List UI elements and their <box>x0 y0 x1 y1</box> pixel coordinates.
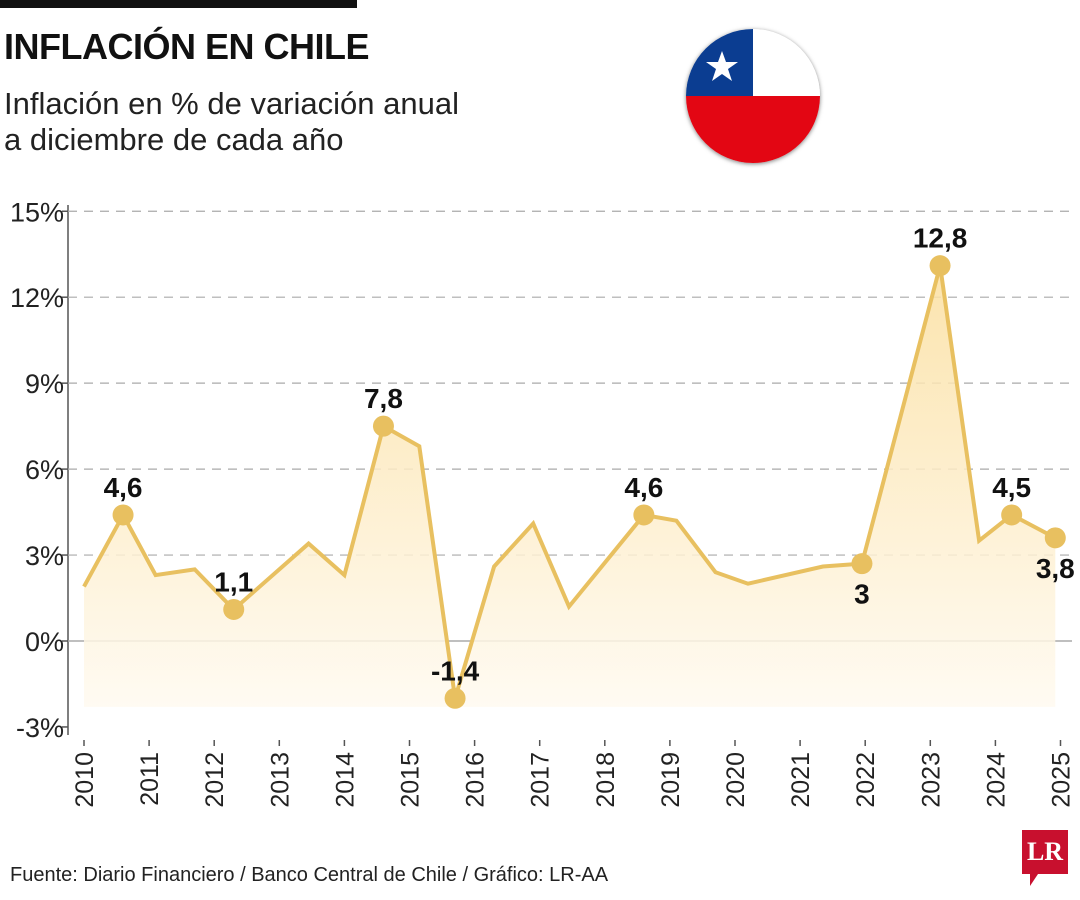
data-label: 12,8 <box>913 223 968 254</box>
x-tick-label: 2017 <box>527 752 555 808</box>
source-note: Fuente: Diario Financiero / Banco Centra… <box>10 864 609 886</box>
x-tick-label: 2015 <box>397 752 425 808</box>
data-point-marker <box>112 504 134 526</box>
subtitle-line-1: Inflación en % de variación anual <box>4 86 459 121</box>
y-tick-label: 12% <box>10 283 64 313</box>
x-tick-label: 2010 <box>71 752 99 808</box>
data-point-marker <box>372 415 394 437</box>
x-tick-label: 2018 <box>592 752 620 808</box>
x-tick-label: 2021 <box>787 752 815 808</box>
data-label: -1,4 <box>431 655 480 686</box>
x-tick-label: 2023 <box>917 752 945 808</box>
data-point-marker <box>929 255 951 277</box>
data-label: 3 <box>854 579 870 610</box>
subtitle-line-2: a diciembre de cada año <box>4 122 344 157</box>
y-tick-label: 0% <box>25 627 64 657</box>
chart-subtitle: Inflación en % de variación anual a dici… <box>4 86 459 158</box>
data-point-marker <box>444 687 466 709</box>
data-point-marker <box>633 504 655 526</box>
x-tick-label: 2012 <box>201 752 229 808</box>
x-tick-label: 2024 <box>982 752 1010 808</box>
data-point-marker <box>223 598 245 620</box>
x-tick-label: 2020 <box>722 752 750 808</box>
data-label: 4,5 <box>992 472 1031 503</box>
y-tick-label: 6% <box>25 455 64 485</box>
area-fill <box>84 265 1056 707</box>
top-rule <box>0 0 357 8</box>
x-tick-label: 2011 <box>136 752 164 806</box>
data-label: 3,8 <box>1036 553 1075 584</box>
y-tick-label: 15% <box>10 197 64 227</box>
x-tick-label: 2019 <box>657 752 685 808</box>
data-label: 4,6 <box>104 472 143 503</box>
x-tick-label: 2016 <box>462 752 490 808</box>
x-tick-label: 2014 <box>331 752 359 808</box>
data-point-marker <box>1001 504 1023 526</box>
chile-flag-icon <box>686 29 820 163</box>
series-line <box>82 265 1057 699</box>
y-tick-label: 3% <box>25 541 64 571</box>
lr-logo: LR <box>1022 830 1068 886</box>
data-label: 4,6 <box>624 472 663 503</box>
data-point-marker <box>851 553 873 575</box>
x-tick-label: 2013 <box>266 752 294 808</box>
data-label: 1,1 <box>214 566 253 597</box>
chart-title: INFLACIÓN EN CHILE <box>4 26 370 67</box>
y-tick-label: -3% <box>16 713 64 743</box>
y-tick-label: 9% <box>25 369 64 399</box>
data-label: 7,8 <box>364 383 403 414</box>
data-point-marker <box>1044 527 1066 549</box>
x-tick-label: 2025 <box>1048 752 1076 808</box>
x-tick-label: 2022 <box>852 752 880 808</box>
